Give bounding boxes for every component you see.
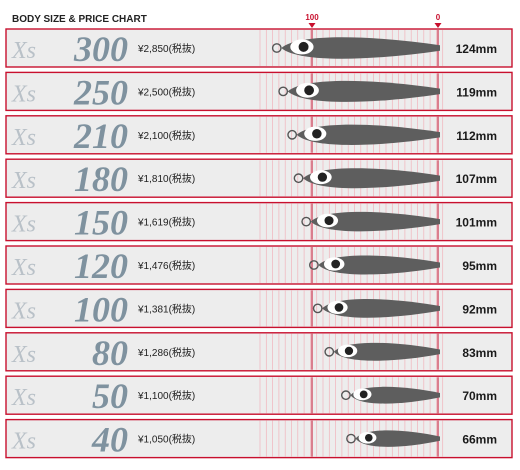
brand-label: Xs [11,168,36,194]
lure-body [350,386,440,404]
chart-row-150: Xs 150 ¥1,619(税抜) 101mm [5,201,513,243]
length-label: 119mm [456,85,497,99]
weight-label: 80 [92,333,128,373]
chart-row-180: Xs 180 ¥1,810(税抜) 107mm [5,158,513,199]
lure-pupil [334,303,344,312]
brand-label: Xs [11,212,36,238]
length-label: 92mm [462,302,497,316]
lure-ring [324,346,335,357]
weight-label: 100 [74,289,128,329]
chart-row-210: Xs 210 ¥2,100(税抜) 112mm [5,115,513,156]
weight-label: 50 [92,376,128,416]
brand-label: Xs [11,125,36,151]
chart-row-80: Xs 80 ¥1,286(税抜) 83mm [5,332,513,373]
chart-row-40: Xs 40 ¥1,050(税抜) 66mm [5,418,513,460]
price-label: ¥1,050(税抜) [137,433,195,446]
scale-marker-100 [308,23,316,28]
lure-ring [312,303,323,314]
lure-pupil [298,41,309,52]
lure-pupil [304,85,314,96]
lure-body [281,37,440,59]
brand-label: Xs [11,81,36,107]
lure-ring [340,390,351,401]
chart-row-50: Xs 50 ¥1,100(税抜) 70mm [5,375,513,416]
weight-label: 40 [91,420,128,460]
lure-ring [278,86,289,97]
price-label: ¥2,500(税抜) [137,85,195,98]
lure-ring [271,43,282,53]
lure-pupil [364,433,373,442]
scale-label-100: 100 [305,13,319,22]
lure-body [322,299,440,318]
length-label: 112mm [456,129,497,143]
length-label: 70mm [462,389,497,403]
price-label: ¥2,100(税抜) [137,129,195,142]
lure-ring [287,129,298,140]
chart-row-300: Xs 300 ¥2,850(税抜) 124mm [5,28,513,69]
price-label: ¥1,810(税抜) [137,172,195,185]
lure-body [287,80,440,102]
price-label: ¥1,381(税抜) [137,302,195,315]
length-label: 107mm [456,172,497,186]
scale-label-0: 0 [436,13,441,22]
weight-label: 120 [74,246,128,286]
lure-body [318,255,440,275]
price-label: ¥1,619(税抜) [137,216,195,229]
brand-label: Xs [11,385,36,411]
lure-pupil [344,346,354,356]
lure-ring [293,173,304,184]
price-label: ¥2,850(税抜) [137,42,195,55]
scale-marker-0 [434,23,442,28]
lure-body [355,430,440,447]
lure-body [333,342,440,361]
brand-label: Xs [11,38,36,64]
brand-label: Xs [11,429,36,455]
price-label: ¥1,476(税抜) [137,259,195,272]
lure-ring [346,433,356,444]
weight-label: 300 [73,29,128,69]
lure-pupil [312,129,322,139]
weight-label: 150 [74,203,128,243]
length-label: 101mm [456,216,497,230]
chart-title: BODY SIZE & PRICE CHART [12,14,147,25]
length-label: 83mm [462,346,497,360]
weight-label: 180 [74,159,128,199]
lure-body [310,211,440,232]
weight-label: 210 [73,116,128,156]
price-label: ¥1,286(税抜) [137,346,195,359]
length-label: 95mm [462,259,497,273]
brand-label: Xs [11,342,36,368]
weight-label: 250 [73,72,128,112]
length-label: 124mm [456,42,497,56]
chart-row-100: Xs 100 ¥1,381(税抜) 92mm [5,288,513,329]
lure-ring [308,260,319,270]
price-label: ¥1,100(税抜) [137,389,195,402]
brand-label: Xs [11,298,36,324]
lure-body [303,168,440,189]
brand-label: Xs [11,255,36,281]
chart-row-250: Xs 250 ¥2,500(税抜) 119mm [5,71,513,112]
lure-pupil [331,259,341,269]
lure-pupil [324,216,334,226]
lure-pupil [317,172,328,182]
chart-rows: Xs 300 ¥2,850(税抜) 124mm Xs 250 ¥2,500(税抜) 119mm… [5,28,513,460]
chart-row-120: Xs 120 ¥1,476(税抜) 95mm [5,245,513,286]
lure-ring [301,216,312,227]
length-label: 66mm [462,433,497,447]
lure-body [296,124,440,146]
lure-pupil [359,390,368,399]
